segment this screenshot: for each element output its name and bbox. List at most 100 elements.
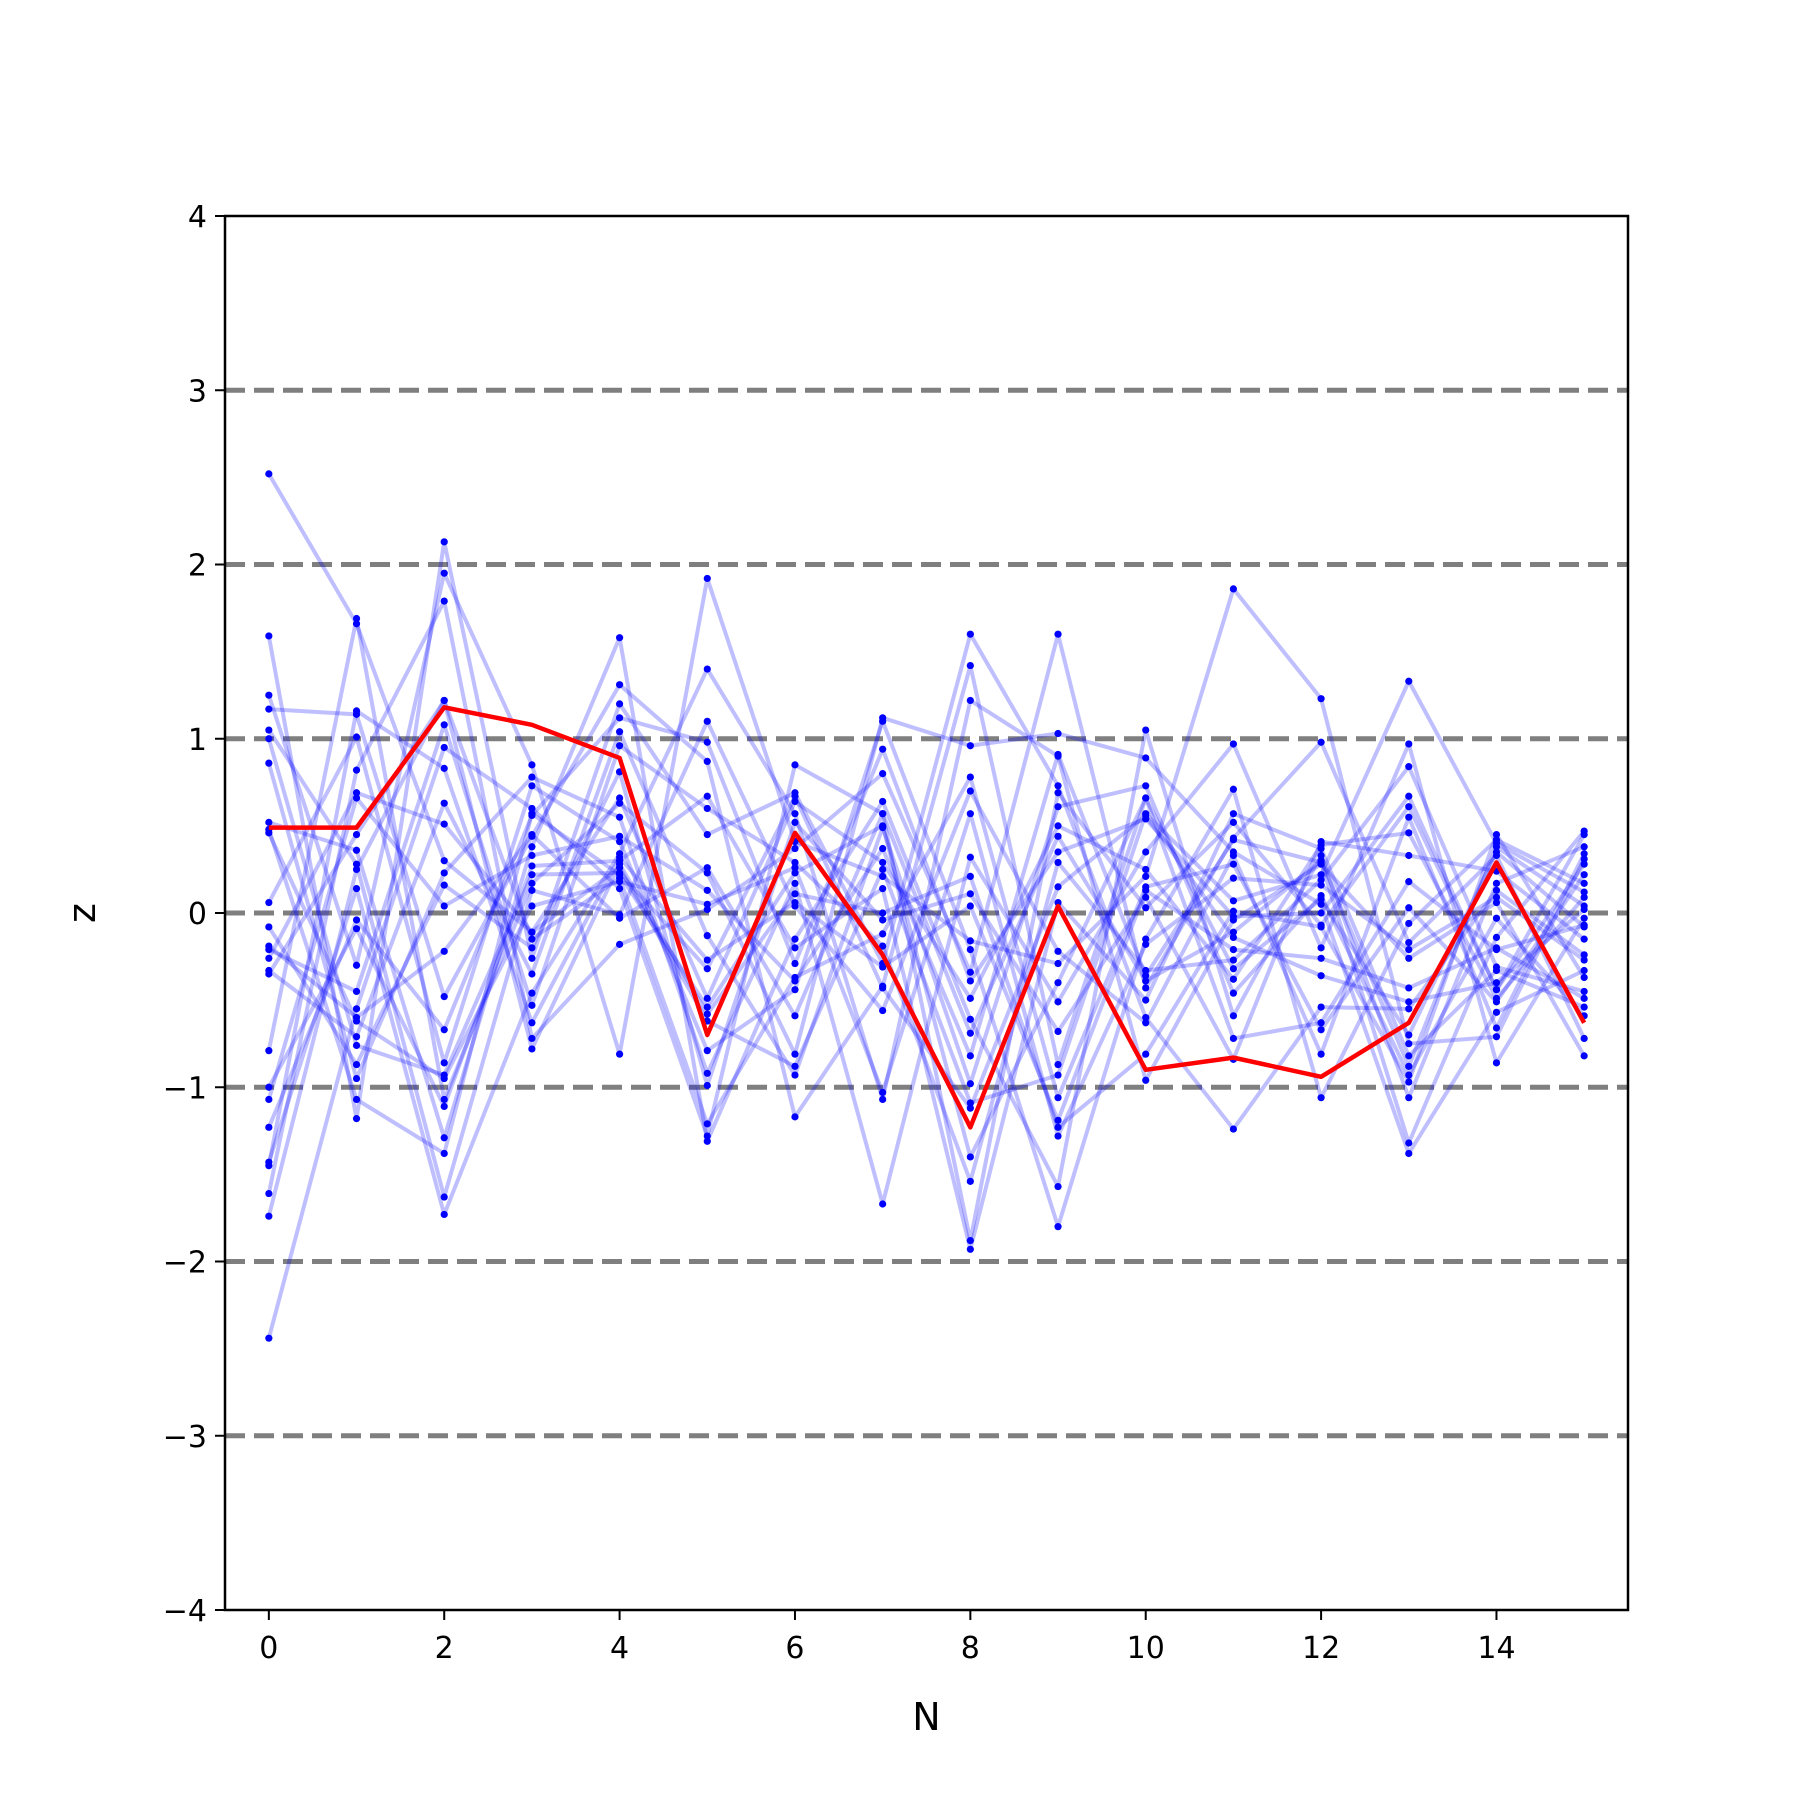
data-point: [528, 862, 536, 870]
data-point: [1580, 1003, 1588, 1011]
data-point: [966, 902, 974, 910]
data-point: [265, 726, 273, 734]
data-point: [1142, 972, 1150, 980]
data-point: [966, 968, 974, 976]
data-point: [1054, 848, 1062, 856]
data-point: [1405, 1062, 1413, 1070]
data-point: [528, 944, 536, 952]
data-point: [703, 1132, 711, 1140]
data-point: [791, 797, 799, 806]
data-point: [440, 1102, 448, 1111]
y-tick-label: −2: [163, 1246, 207, 1281]
data-point: [703, 804, 711, 813]
data-point: [879, 885, 887, 893]
data-point: [528, 871, 536, 879]
data-point: [528, 954, 536, 962]
data-point: [966, 1052, 974, 1060]
data-point: [1580, 827, 1588, 835]
data-point: [615, 728, 624, 736]
data-point: [1317, 1026, 1325, 1034]
data-point: [1492, 966, 1501, 975]
data-point: [528, 879, 536, 887]
data-point: [440, 869, 448, 877]
data-point: [615, 634, 624, 642]
data-point: [265, 898, 273, 907]
series-line-5: [266, 667, 1586, 1217]
data-point: [265, 1095, 273, 1104]
data-point: [966, 994, 974, 1002]
data-point: [1142, 726, 1150, 734]
y-tick-label: −1: [163, 1071, 207, 1106]
data-point: [1317, 972, 1325, 980]
data-point: [966, 630, 974, 638]
data-point: [966, 872, 974, 881]
data-point: [265, 818, 273, 826]
data-point: [703, 956, 711, 964]
data-point: [1229, 860, 1238, 868]
data-point: [1405, 1149, 1413, 1158]
data-point: [879, 930, 887, 938]
data-point: [703, 1069, 711, 1077]
data-point: [966, 810, 974, 818]
data-point: [352, 733, 361, 741]
data-point: [352, 961, 361, 969]
data-point: [352, 885, 361, 893]
data-point: [703, 905, 711, 914]
data-point: [1142, 883, 1150, 891]
data-point: [615, 794, 624, 802]
highlight-line: [268, 705, 1587, 1130]
data-point: [352, 1095, 361, 1104]
data-point: [1142, 1076, 1150, 1084]
series-line-7: [266, 599, 1586, 1194]
data-point: [615, 742, 624, 750]
data-point: [440, 1095, 448, 1104]
series-line-14: [266, 752, 1586, 1146]
data-point: [265, 759, 273, 767]
data-point: [1492, 879, 1501, 887]
data-point: [528, 843, 536, 851]
data-point: [352, 620, 361, 628]
data-point: [352, 1115, 361, 1123]
data-point: [703, 864, 711, 872]
data-point: [1054, 789, 1062, 797]
series-line-10: [267, 722, 1585, 1184]
data-point: [703, 1010, 711, 1018]
data-point: [966, 787, 974, 795]
data-point: [265, 954, 273, 962]
data-point: [528, 1019, 536, 1027]
data-point: [440, 538, 448, 546]
data-point: [879, 1200, 887, 1208]
x-tick-label: 8: [961, 1631, 980, 1666]
data-point: [1229, 810, 1238, 818]
data-point: [1142, 782, 1150, 790]
data-point: [791, 1071, 799, 1079]
data-point: [1405, 740, 1413, 748]
data-point: [528, 928, 536, 936]
data-point: [1580, 914, 1588, 922]
data-point: [1229, 585, 1238, 593]
data-point: [1405, 1031, 1413, 1039]
data-point: [1229, 785, 1238, 793]
data-point: [528, 1045, 536, 1053]
data-point: [1142, 872, 1150, 881]
data-point: [791, 890, 799, 898]
data-point: [1054, 979, 1062, 987]
data-point: [1142, 984, 1150, 992]
data-point: [615, 914, 624, 922]
data-point: [966, 661, 974, 670]
data-point: [1142, 904, 1150, 912]
data-point: [1317, 738, 1325, 746]
data-point: [1317, 844, 1325, 853]
data-point: [1054, 822, 1062, 830]
data-point: [265, 1083, 273, 1091]
data-point: [528, 886, 536, 894]
data-point: [879, 797, 887, 806]
data-point: [703, 830, 711, 839]
data-point: [1229, 818, 1238, 826]
series-line-3: [266, 571, 1586, 1057]
data-point: [265, 942, 273, 950]
data-point: [1229, 1012, 1238, 1020]
data-point: [1580, 902, 1588, 910]
data-point: [1492, 986, 1501, 994]
